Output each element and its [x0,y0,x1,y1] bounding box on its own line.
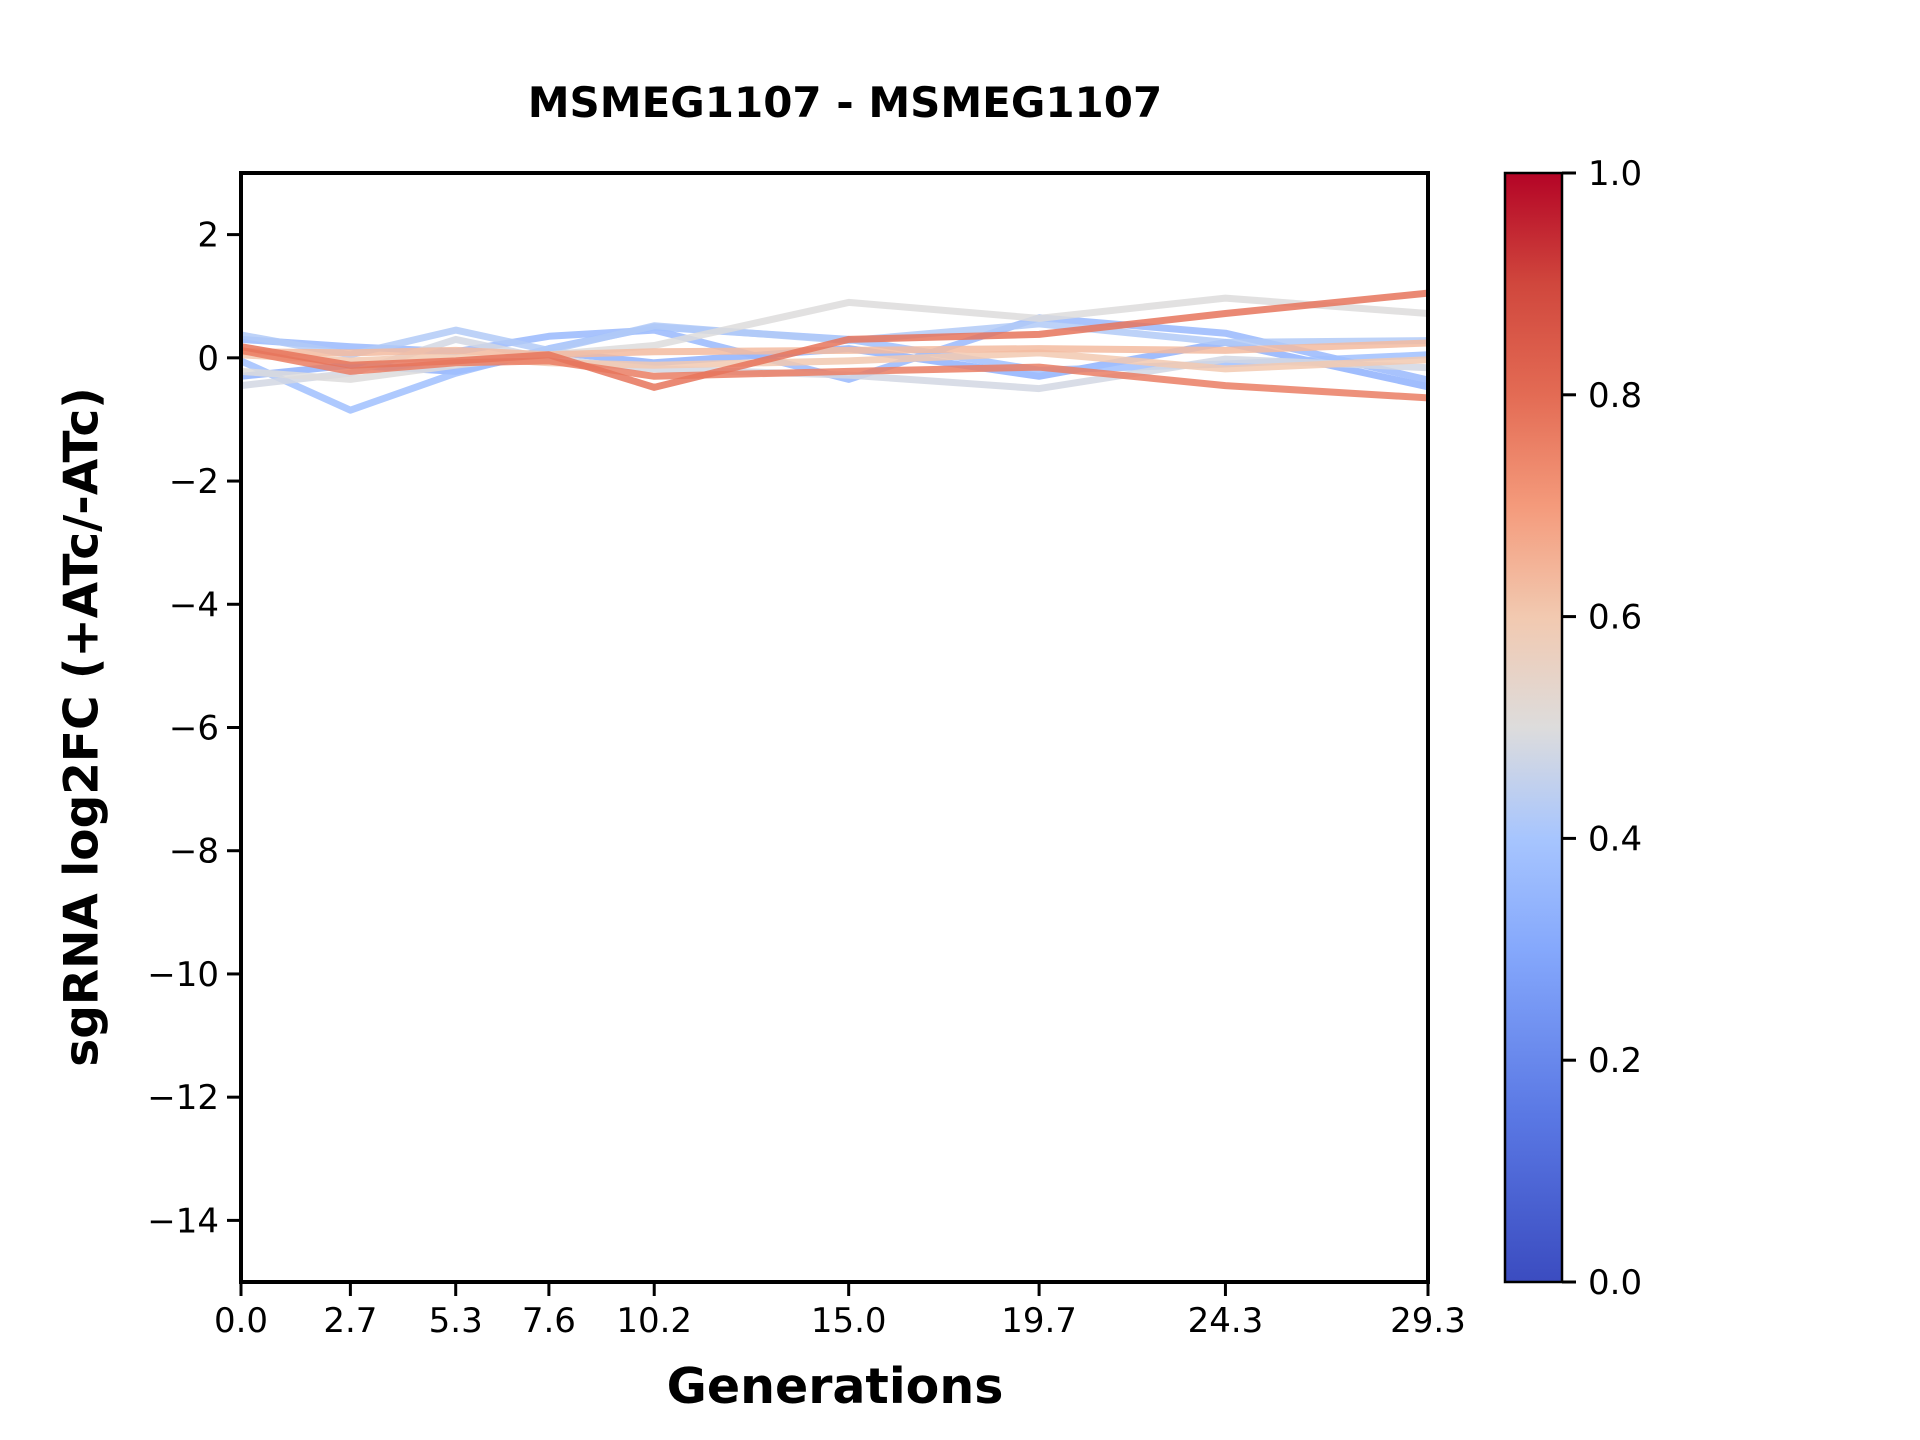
series-line [240,289,1429,391]
y-axis-ticks: 2 0 −2 −4 −6 −8 −10 −12 −14 [147,216,239,1241]
y-tick-label: 2 [197,216,219,256]
axes-spines [239,171,1430,1284]
colorbar-bar [1503,171,1564,1284]
series-line [240,320,1429,359]
y-tick-label: −12 [147,1078,219,1118]
colorbar-tick-label: 0.2 [1588,1041,1642,1081]
y-tick-label: −14 [147,1201,219,1241]
y-tick-label: −2 [169,462,219,502]
colorbar: 0.0 0.2 0.4 0.6 0.8 1.0 [1503,154,1642,1303]
colorbar-tick-label: 0.0 [1588,1263,1642,1303]
y-tick-label: −8 [169,832,219,872]
y-tick-label: −4 [169,585,219,625]
colorbar-tick-label: 1.0 [1588,154,1642,194]
x-axis-ticks: 0.0 2.7 5.3 7.6 10.2 15.0 19.7 24.3 29.3 [214,1284,1466,1341]
x-tick-label: 15.0 [811,1301,887,1341]
x-axis-label: Generations [666,1358,1004,1415]
x-tick-label: 5.3 [429,1301,483,1341]
series-line [240,294,1429,383]
chart-title: MSMEG1107 - MSMEG1107 [527,78,1163,127]
colorbar-tick-label: 0.6 [1588,598,1642,638]
y-tick-label: −10 [147,955,219,995]
colorbar-tick-label: 0.4 [1588,819,1642,859]
x-tick-label: 7.6 [522,1301,576,1341]
x-tick-label: 0.0 [214,1301,268,1341]
x-tick-label: 29.3 [1390,1301,1466,1341]
y-tick-label: 0 [197,339,219,379]
x-tick-label: 2.7 [323,1301,377,1341]
series-line [240,339,1429,359]
series-lines [239,289,1429,414]
y-tick-label: −6 [169,709,219,749]
x-tick-label: 24.3 [1188,1301,1264,1341]
x-tick-label: 10.2 [616,1301,692,1341]
series-line [240,346,1429,402]
series-line [240,349,1429,373]
colorbar-tick-label: 0.8 [1588,376,1642,416]
x-tick-label: 19.7 [1001,1301,1077,1341]
